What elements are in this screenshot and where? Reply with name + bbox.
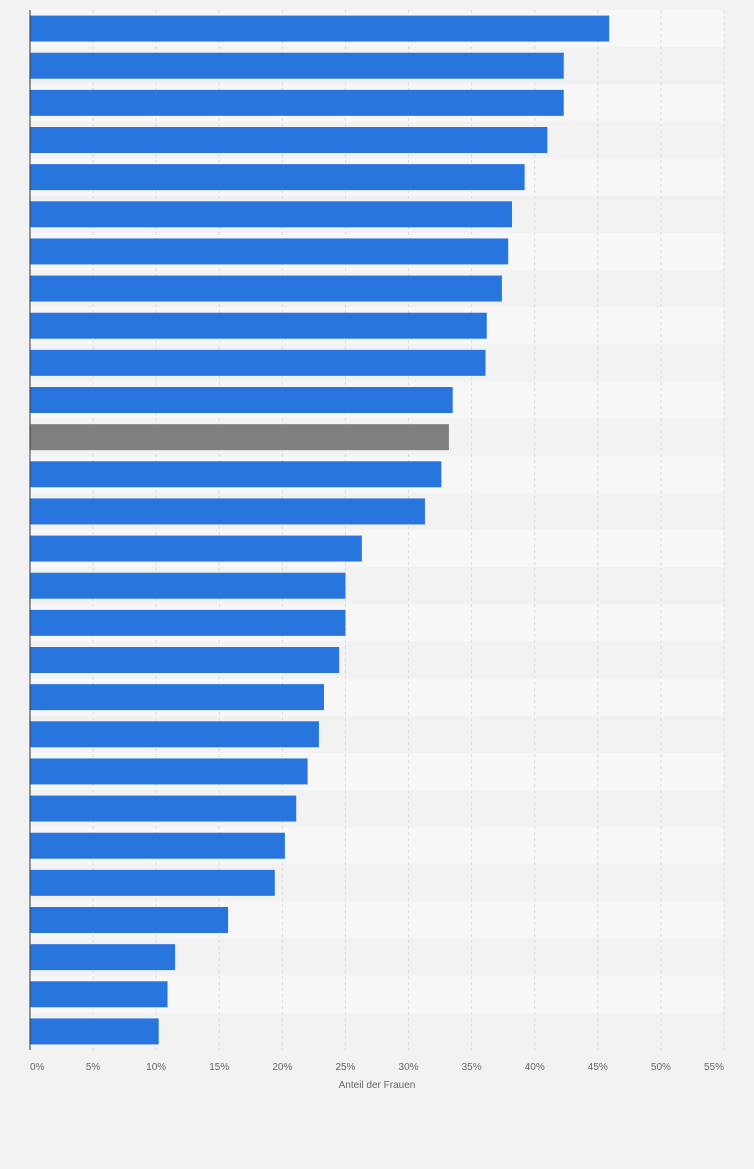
bar[interactable] <box>30 832 285 859</box>
x-tick-label: 35% <box>462 1062 482 1073</box>
bar[interactable] <box>30 498 425 525</box>
x-tick-labels: 0% 5% 10% 15% 20% 25% 30% 35% 40% 45% 50% 55% <box>30 1062 724 1073</box>
bar[interactable] <box>30 238 509 265</box>
bar[interactable] <box>30 535 362 562</box>
bar[interactable] <box>30 89 564 116</box>
bar[interactable] <box>30 981 168 1008</box>
bar[interactable] <box>30 721 319 748</box>
x-tick-label: 5% <box>86 1062 101 1073</box>
bar[interactable] <box>30 907 229 933</box>
x-tick-label: 50% <box>651 1062 671 1073</box>
bar[interactable] <box>30 684 325 711</box>
x-axis-title: Anteil der Frauen <box>339 1080 416 1091</box>
bar[interactable] <box>30 52 564 79</box>
bar[interactable] <box>30 15 610 42</box>
x-tick-label: 45% <box>588 1062 608 1073</box>
bar[interactable] <box>30 312 487 339</box>
bar[interactable] <box>30 572 346 599</box>
bar[interactable] <box>30 349 486 376</box>
bar[interactable] <box>30 609 346 636</box>
bar[interactable] <box>30 275 502 302</box>
bar[interactable] <box>30 1018 159 1045</box>
x-tick-label: 40% <box>525 1062 545 1073</box>
bar[interactable] <box>30 647 340 673</box>
x-tick-label: 0% <box>30 1062 45 1073</box>
bar[interactable] <box>30 387 453 413</box>
bar[interactable] <box>30 795 297 822</box>
x-tick-label: 20% <box>272 1062 292 1073</box>
x-tick-label: 25% <box>335 1062 355 1073</box>
bars <box>30 15 610 1045</box>
bar[interactable] <box>30 127 548 153</box>
bar[interactable] <box>30 461 442 488</box>
bar[interactable] <box>30 944 176 971</box>
x-tick-label: 15% <box>209 1062 229 1073</box>
x-tick-label: 10% <box>146 1062 166 1073</box>
bar[interactable] <box>30 758 308 785</box>
bar[interactable] <box>30 164 525 191</box>
bar[interactable] <box>30 869 275 896</box>
x-tick-label: 55% <box>704 1062 724 1073</box>
bar-highlighted[interactable] <box>30 424 449 451</box>
x-tick-label: 30% <box>399 1062 419 1073</box>
bar[interactable] <box>30 201 513 228</box>
